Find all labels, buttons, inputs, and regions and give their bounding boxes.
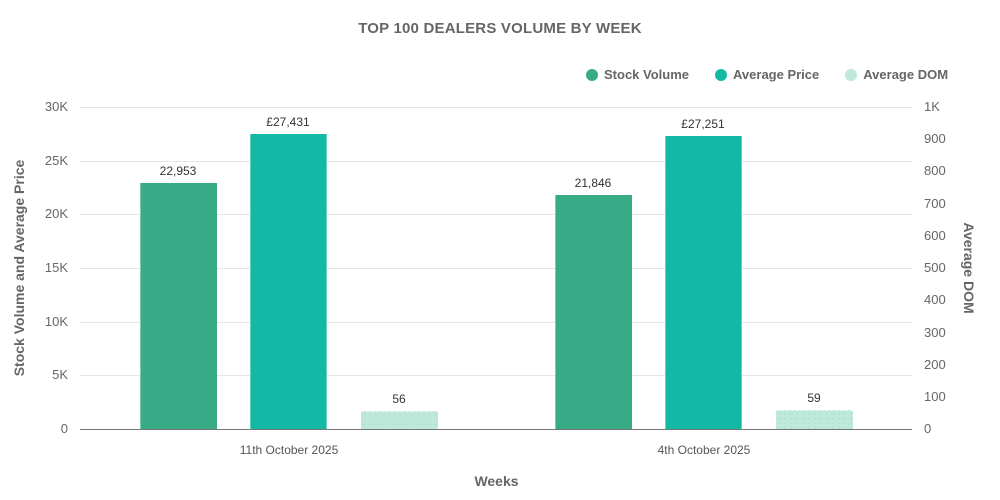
legend-dot-icon: [586, 68, 598, 81]
legend-item-stock-volume[interactable]: Stock Volume: [586, 67, 689, 82]
gridline: [80, 322, 912, 323]
bar-average-dom[interactable]: [776, 410, 853, 429]
legend-dot-icon: [715, 68, 728, 81]
y-right-tick: 900: [924, 131, 946, 146]
y-right-tick: 200: [924, 357, 946, 372]
legend-label: Average Price: [733, 67, 820, 82]
chart-legend: Stock Volume Average Price Average DOM: [586, 67, 948, 82]
x-axis-title: Weeks: [474, 473, 519, 489]
y-left-tick: 30K: [44, 99, 68, 114]
chart-title: TOP 100 DEALERS VOLUME BY WEEK: [358, 20, 642, 37]
y-left-tick: 25K: [44, 153, 68, 168]
y-left-tick: 15K: [44, 260, 68, 275]
gridline: [80, 161, 912, 162]
y-right-tick: 100: [924, 389, 946, 404]
legend-item-average-price[interactable]: Average Price: [715, 67, 819, 82]
legend-dot-icon: [845, 68, 858, 81]
bar-value-label: 21,846: [574, 176, 612, 190]
y-right-tick: 1K: [924, 99, 940, 114]
y-right-tick: 500: [924, 260, 946, 275]
bar-stock-volume[interactable]: [555, 195, 632, 429]
gridline: [80, 375, 912, 376]
y-left-tick: 20K: [44, 206, 68, 221]
bar-stock-volume[interactable]: [140, 183, 217, 429]
gridline: [80, 107, 912, 108]
bar-average-price[interactable]: [250, 134, 327, 429]
x-tick-label: 4th October 2025: [657, 443, 751, 457]
y-right-axis-title: Average DOM: [961, 222, 977, 314]
bar-value-label: 56: [392, 392, 406, 406]
y-right-tick: 400: [924, 292, 946, 307]
legend-item-average-dom[interactable]: Average DOM: [845, 67, 948, 82]
y-left-tick: 0: [60, 421, 68, 436]
y-left-tick: 10K: [44, 314, 68, 329]
bar-value-label: 59: [807, 391, 821, 405]
y-right-tick: 0: [924, 421, 932, 436]
y-right-tick: 600: [924, 228, 946, 243]
x-axis-line: [80, 429, 912, 430]
y-left-axis-title: Stock Volume and Average Price: [11, 159, 27, 377]
bar-value-label: 22,953: [159, 164, 197, 178]
bar-average-dom[interactable]: [361, 411, 438, 429]
y-right-tick: 800: [924, 163, 946, 178]
legend-label: Average DOM: [863, 67, 949, 82]
x-tick-label: 11th October 2025: [239, 443, 339, 457]
gridline: [80, 268, 912, 269]
bar-value-label: £27,251: [681, 117, 725, 131]
gridline: [80, 214, 912, 215]
y-right-tick: 700: [924, 196, 946, 211]
y-right-tick: 300: [924, 325, 946, 340]
bar-average-price[interactable]: [665, 136, 742, 429]
y-left-tick: 5K: [52, 367, 68, 382]
bar-value-label: £27,431: [266, 115, 310, 129]
legend-label: Stock Volume: [604, 67, 690, 82]
